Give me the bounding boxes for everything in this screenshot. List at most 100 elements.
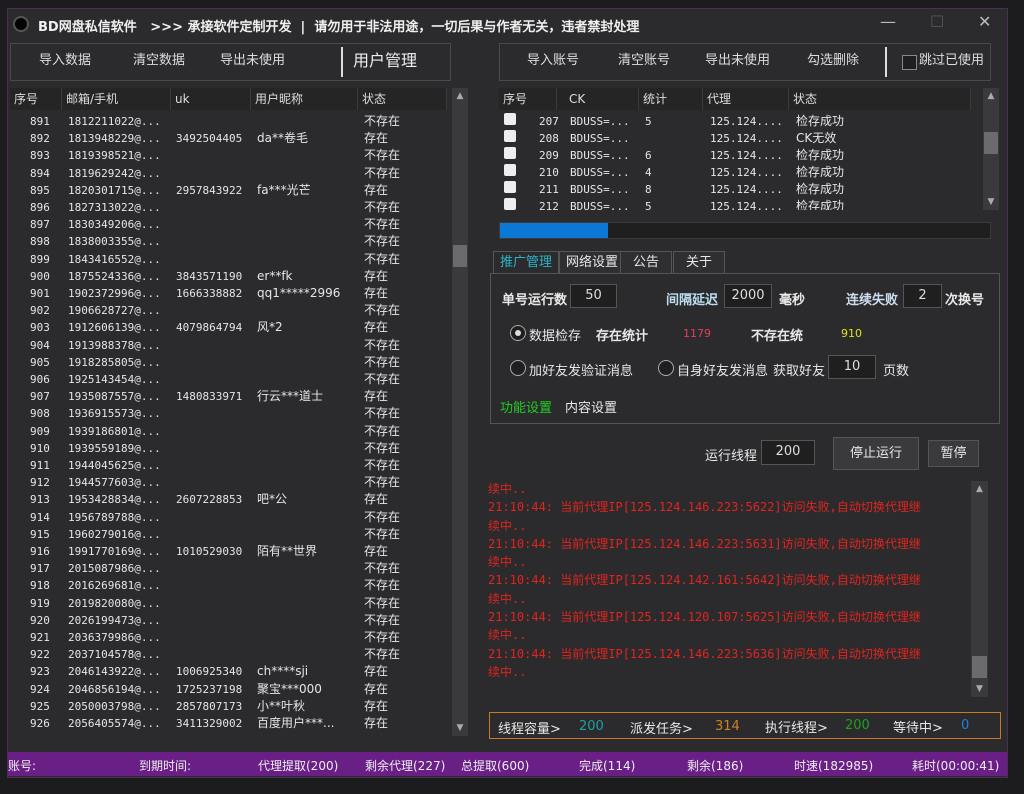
mode-add-friend-radio[interactable]: [510, 360, 526, 376]
col-uk[interactable]: uk: [171, 88, 251, 110]
mode-self-friend-label[interactable]: 自身好友发消息: [677, 364, 769, 379]
table-row[interactable]: 920 2026199473@... 不存在: [10, 612, 450, 629]
table-row[interactable]: 904 1913988378@... 不存在: [10, 337, 450, 354]
table-row[interactable]: 211 BDUSS=... 8 125.124.... 检存成功: [499, 181, 981, 198]
table-row[interactable]: 212 BDUSS=... 5 125.124.... 检存成功: [499, 198, 981, 210]
row-checkbox[interactable]: [504, 198, 516, 210]
table-row[interactable]: 910 1939559189@... 不存在: [10, 440, 450, 457]
row-checkbox[interactable]: [504, 130, 516, 142]
col-ck[interactable]: CK: [565, 88, 639, 110]
table-row[interactable]: 921 2036379986@... 不存在: [10, 629, 450, 646]
threads-input[interactable]: 200: [761, 440, 815, 465]
tab-about[interactable]: 关于: [673, 251, 726, 274]
stop-run-button[interactable]: 停止运行: [833, 437, 919, 470]
table-row[interactable]: 901 1902372996@... 1666338882 qq1*****2996 存…: [10, 285, 450, 302]
import-accounts-button[interactable]: 导入账号: [527, 53, 580, 68]
fetch-pages-input[interactable]: 10: [828, 355, 876, 379]
fail-input[interactable]: 2: [903, 284, 942, 308]
table-row[interactable]: 899 1843416552@... 不存在: [10, 251, 450, 268]
export-unused-accounts-button[interactable]: 导出未使用: [705, 53, 771, 68]
table-row[interactable]: 906 1925143454@... 不存在: [10, 371, 450, 388]
table-row[interactable]: 210 BDUSS=... 4 125.124.... 检存成功: [499, 164, 981, 181]
table-row[interactable]: 903 1912606139@... 4079864794 风*2 存在: [10, 319, 450, 336]
interval-input[interactable]: 2000: [724, 284, 772, 308]
mode-check-radio[interactable]: [510, 325, 526, 341]
table-row[interactable]: 925 2050003798@... 2857807173 小**叶秋 存在: [10, 698, 450, 715]
mode-check-label[interactable]: 数据检存: [529, 329, 582, 344]
table-row[interactable]: 894 1819629242@... 不存在: [10, 165, 450, 182]
table-row[interactable]: 914 1956789788@... 不存在: [10, 509, 450, 526]
log-scrollbar[interactable]: ▲ ▼: [971, 481, 988, 697]
table-row[interactable]: 207 BDUSS=... 5 125.124.... 检存成功: [499, 113, 981, 130]
table-row[interactable]: 923 2046143922@... 1006925340 ch****sji 存在: [10, 663, 450, 680]
table-row[interactable]: 905 1918285805@... 不存在: [10, 354, 450, 371]
row-checkbox[interactable]: [504, 164, 516, 176]
table-row[interactable]: 913 1953428834@... 2607228853 吧*公 存在: [10, 491, 450, 508]
right-table-scrollbar[interactable]: ▲ ▼: [983, 88, 999, 210]
clear-data-button[interactable]: 清空数据: [133, 53, 186, 68]
table-row[interactable]: 897 1830349206@... 不存在: [10, 216, 450, 233]
scrollbar-thumb[interactable]: [972, 656, 987, 678]
scroll-down-icon[interactable]: ▼: [987, 197, 995, 207]
import-data-button[interactable]: 导入数据: [39, 53, 92, 68]
clear-accounts-button[interactable]: 清空账号: [618, 53, 671, 68]
table-row[interactable]: 896 1827313022@... 不存在: [10, 199, 450, 216]
col-nickname[interactable]: 用户昵称: [251, 88, 358, 110]
table-row[interactable]: 918 2016269681@... 不存在: [10, 577, 450, 594]
table-row[interactable]: 917 2015087986@... 不存在: [10, 560, 450, 577]
tab-announcement[interactable]: 公告: [620, 251, 673, 274]
table-row[interactable]: 909 1939186801@... 不存在: [10, 423, 450, 440]
pause-button[interactable]: 暂停: [928, 440, 979, 467]
skip-used-checkbox[interactable]: [902, 55, 917, 70]
table-row[interactable]: 924 2046856194@... 1725237198 聚宝***000 存在: [10, 681, 450, 698]
table-row[interactable]: 895 1820301715@... 2957843922 fa***光芒 存在: [10, 182, 450, 199]
col-proxy[interactable]: 代理: [703, 88, 789, 110]
table-row[interactable]: 926 2056405574@... 3411329002 百度用户***... 存在: [10, 715, 450, 732]
table-row[interactable]: 208 BDUSS=... 125.124.... CK无效: [499, 130, 981, 147]
scrollbar-thumb[interactable]: [453, 245, 467, 267]
table-row[interactable]: 919 2019820080@... 不存在: [10, 595, 450, 612]
tab-network[interactable]: 网络设置: [559, 251, 626, 274]
col-count[interactable]: 统计: [639, 88, 703, 110]
col-status[interactable]: 状态: [789, 88, 971, 110]
left-table-scrollbar[interactable]: ▲ ▼: [452, 88, 468, 736]
table-row[interactable]: 902 1906628727@... 不存在: [10, 302, 450, 319]
table-row[interactable]: 900 1875524336@... 3843571190 er**fk 存在: [10, 268, 450, 285]
single-run-input[interactable]: 50: [570, 284, 617, 308]
table-row[interactable]: 912 1944577603@... 不存在: [10, 474, 450, 491]
table-row[interactable]: 209 BDUSS=... 6 125.124.... 检存成功: [499, 147, 981, 164]
table-row[interactable]: 916 1991770169@... 1010529030 陌有**世界 存在: [10, 543, 450, 560]
table-row[interactable]: 915 1960279016@... 不存在: [10, 526, 450, 543]
col-index[interactable]: 序号: [499, 88, 557, 110]
mode-self-friend-radio[interactable]: [658, 360, 674, 376]
table-row[interactable]: 893 1819398521@... 不存在: [10, 147, 450, 164]
col-status[interactable]: 状态: [358, 88, 447, 110]
delete-checked-button[interactable]: 勾选删除: [807, 53, 860, 68]
close-button[interactable]: ✕: [978, 12, 992, 31]
row-checkbox[interactable]: [504, 181, 516, 193]
table-row[interactable]: 907 1935087557@... 1480833971 行云***道士 存在: [10, 388, 450, 405]
col-index[interactable]: 序号: [10, 88, 62, 110]
maximize-button[interactable]: ☐: [930, 12, 945, 31]
minimize-button[interactable]: —: [880, 12, 896, 31]
table-row[interactable]: 922 2037104578@... 不存在: [10, 646, 450, 663]
row-checkbox[interactable]: [504, 113, 516, 125]
function-settings-link[interactable]: 功能设置: [500, 401, 553, 416]
export-unused-button[interactable]: 导出未使用: [220, 53, 286, 68]
tab-promotion[interactable]: 推广管理: [493, 251, 560, 274]
table-row[interactable]: 898 1838003355@... 不存在: [10, 233, 450, 250]
table-row[interactable]: 891 1812211022@... 不存在: [10, 113, 450, 130]
scroll-down-icon[interactable]: ▼: [976, 684, 983, 694]
skip-used-label[interactable]: 跳过已使用: [919, 53, 985, 68]
mode-add-friend-label[interactable]: 加好友发验证消息: [529, 364, 634, 379]
scroll-up-icon[interactable]: ▲: [456, 91, 464, 101]
content-settings-link[interactable]: 内容设置: [565, 401, 618, 416]
col-email[interactable]: 邮箱/手机: [62, 88, 171, 110]
table-row[interactable]: 892 1813948229@... 3492504405 da**卷毛 存在: [10, 130, 450, 147]
scroll-up-icon[interactable]: ▲: [987, 91, 995, 101]
table-row[interactable]: 908 1936915573@... 不存在: [10, 405, 450, 422]
table-row[interactable]: 911 1944045625@... 不存在: [10, 457, 450, 474]
scroll-up-icon[interactable]: ▲: [976, 484, 983, 494]
scrollbar-thumb[interactable]: [984, 132, 998, 154]
scroll-down-icon[interactable]: ▼: [456, 723, 464, 733]
